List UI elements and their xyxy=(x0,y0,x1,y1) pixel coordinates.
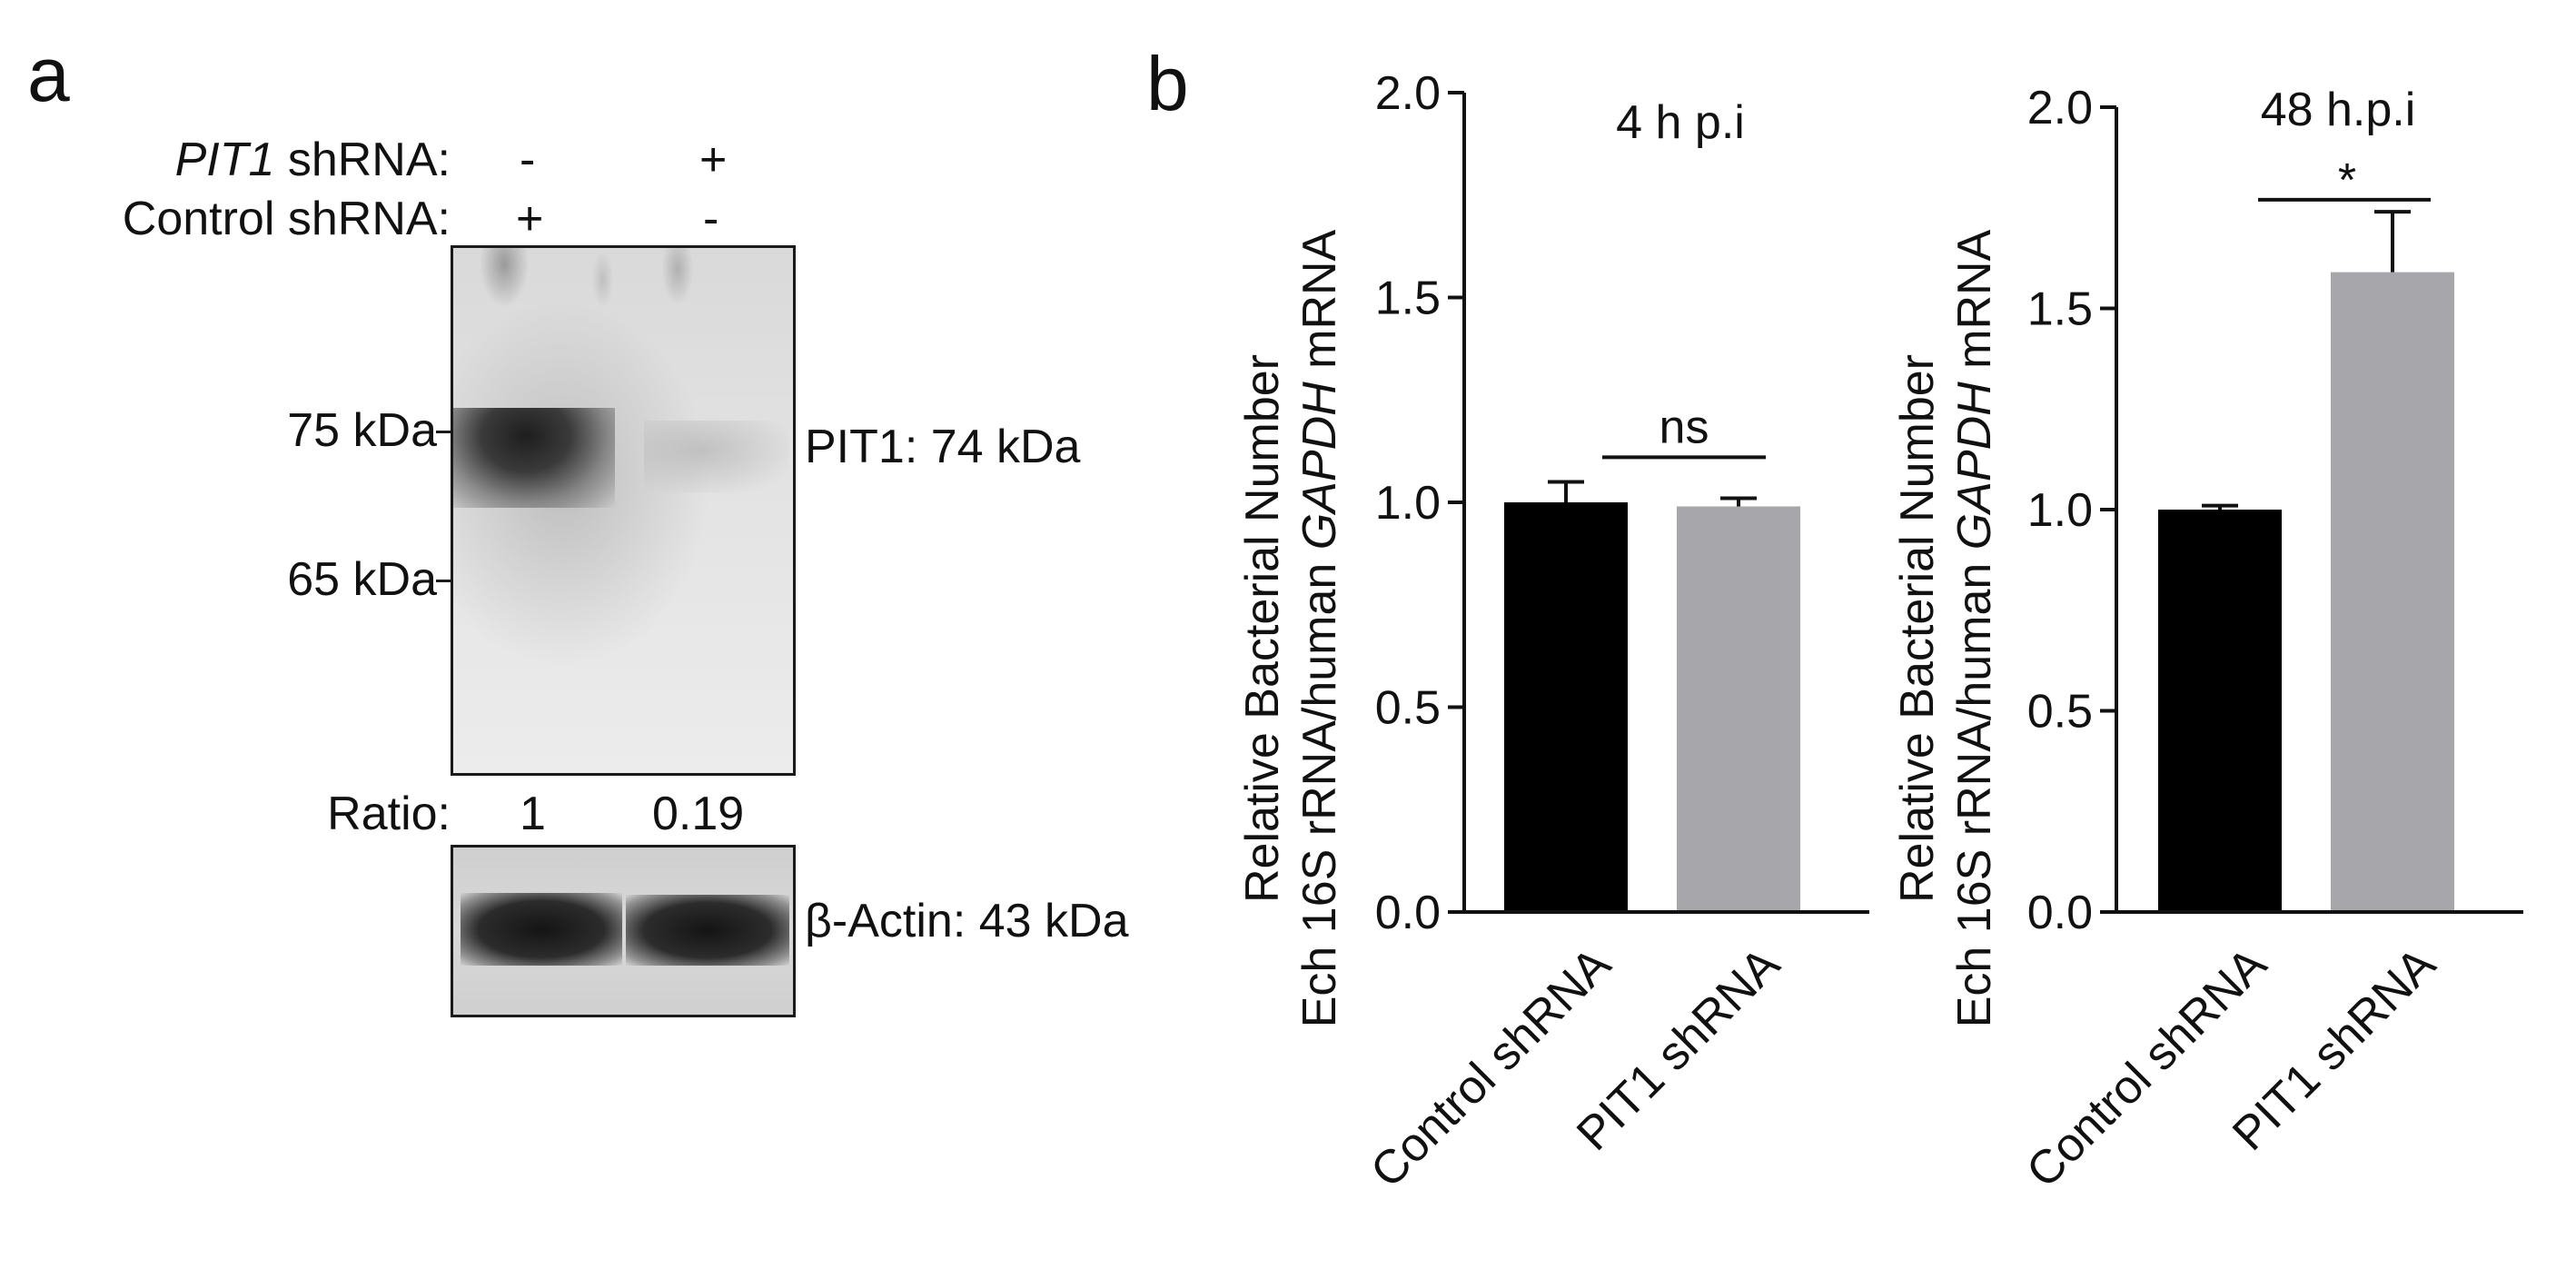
ratio-lane2-value: 0.19 xyxy=(652,788,745,840)
pit1-shrna-row-label: PIT1 shRNA: xyxy=(175,136,451,183)
pit1-blot-image xyxy=(451,245,796,776)
marker-65-label: 65 kDa xyxy=(287,553,437,606)
chart-4h-ylabel-line1: Relative Bacterial Number xyxy=(1236,354,1289,903)
chart-4h-bar-pit1 xyxy=(1677,506,1800,912)
chart-4h-ytick-label: 2.0 xyxy=(1375,67,1441,120)
actin-band-label: β-Actin: 43 kDa xyxy=(805,895,1129,947)
chart-48h-ytick-label: 2.0 xyxy=(2027,82,2093,134)
ratio-lane1-value: 1 xyxy=(520,788,546,840)
chart-4h-ytick-label: 1.5 xyxy=(1375,273,1441,325)
chart-48h-ytick-label: 0.5 xyxy=(2027,686,2093,739)
chart-4h-ytick-label: 0.5 xyxy=(1375,682,1441,735)
chart-48h-ytick-label: 1.0 xyxy=(2027,484,2093,537)
lane2-control-sign: - xyxy=(703,193,719,245)
chart-48h-title: 48 h.p.i xyxy=(2261,84,2416,136)
chart-48h-sig-label: * xyxy=(2338,154,2356,207)
panel-b-letter: b xyxy=(1146,41,1189,126)
marker-75-label: 75 kDa xyxy=(287,404,437,457)
pit1-row-suffix: shRNA: xyxy=(274,134,451,186)
lane2-pit1-sign: + xyxy=(699,134,728,186)
chart-4h-ylabel-line2: Ech 16S rRNA/human GAPDH mRNA xyxy=(1293,229,1346,1027)
chart-48h-ylabel-line1: Relative Bacterial Number xyxy=(1891,354,1944,903)
chart-4h-sig-label: ns xyxy=(1660,401,1709,453)
pit1-gene-name: PIT1 xyxy=(174,134,275,186)
marker-75-tick xyxy=(436,431,452,433)
panel-a-letter: a xyxy=(27,32,70,117)
chart-48h-xtick-control: Control shRNA xyxy=(2016,937,2276,1197)
chart-4h-ytick-label: 1.0 xyxy=(1375,477,1441,530)
chart-48h-ylabel-part-c: mRNA xyxy=(1948,229,2001,382)
chart-48h-ylabel-part-a: Ech 16S rRNA/human xyxy=(1948,550,2001,1027)
chart-48h-ytick-label: 1.5 xyxy=(2027,283,2093,336)
actin-band-lane1 xyxy=(461,893,622,966)
chart-4h-ylabel-part-a: Ech 16S rRNA/human xyxy=(1293,550,1346,1027)
ratio-label: Ratio: xyxy=(327,788,451,840)
actin-blot-image xyxy=(451,845,796,1017)
marker-65-tick xyxy=(436,580,452,582)
pit1-band-lane1 xyxy=(453,408,615,508)
actin-band-lane2 xyxy=(626,895,789,966)
chart-48h-ylabel-part-b: GAPDH xyxy=(1948,382,2001,550)
chart-4h-ytick-label: 0.0 xyxy=(1375,887,1441,939)
chart-48h-bar-control xyxy=(2158,510,2282,912)
chart-4h-ylabel-part-b: GAPDH xyxy=(1293,382,1346,550)
lane1-pit1-sign: - xyxy=(520,134,536,186)
chart-48h-ytick-label: 0.0 xyxy=(2027,887,2093,939)
chart-4h-xtick-control: Control shRNA xyxy=(1361,937,1620,1197)
chart-4h-ylabel-part-c: mRNA xyxy=(1293,229,1346,382)
control-shrna-row-label: Control shRNA: xyxy=(122,193,451,245)
chart-4h: Relative Bacterial Number Ech 16S rRNA/h… xyxy=(1236,67,1869,1198)
chart-48h-bar-pit1 xyxy=(2331,272,2454,912)
chart-48h: Relative Bacterial Number Ech 16S rRNA/h… xyxy=(1891,82,2523,1198)
chart-48h-ylabel-line2: Ech 16S rRNA/human GAPDH mRNA xyxy=(1948,229,2001,1027)
pit1-band-lane2 xyxy=(644,421,789,493)
chart-4h-bar-control xyxy=(1504,502,1628,912)
chart-4h-title: 4 h p.i xyxy=(1616,96,1745,149)
lane1-control-sign: + xyxy=(516,193,544,245)
pit1-band-label: PIT1: 74 kDa xyxy=(805,421,1081,473)
